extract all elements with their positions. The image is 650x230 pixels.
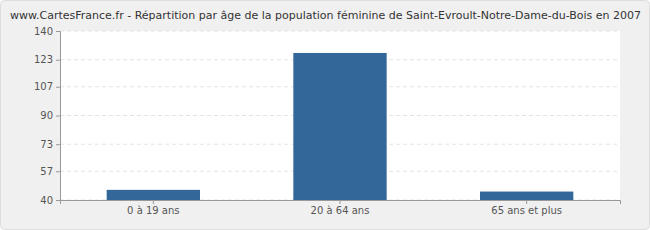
bar [107, 190, 200, 200]
background [1, 1, 650, 230]
chart: www.CartesFrance.fr - Répartition par âg… [0, 0, 650, 230]
x-tick-mark [153, 200, 154, 204]
y-tick-mark [56, 87, 60, 88]
y-tick-label: 90 [40, 110, 53, 121]
y-tick-label: 107 [34, 81, 53, 92]
x-axis-line [61, 201, 621, 205]
bars [107, 53, 574, 200]
y-tick-label: 140 [34, 26, 53, 37]
y-tick-mark [56, 116, 60, 117]
y-tick-mark [56, 60, 60, 61]
x-tick-label: 20 à 64 ans [311, 205, 370, 216]
y-tick: 107 [34, 81, 60, 92]
y-tick: 123 [34, 54, 60, 65]
title: www.CartesFrance.fr - Répartition par âg… [10, 9, 641, 22]
y-tick-mark [56, 200, 60, 201]
y-axis-line [56, 32, 61, 201]
x-axis: 0 à 19 ans 20 à 64 ans 65 ans et plus [61, 200, 621, 216]
bar [293, 53, 386, 200]
y-tick: 140 [34, 26, 60, 37]
y-tick-label: 57 [40, 166, 53, 177]
x-tick-mark [340, 200, 341, 204]
y-tick: 73 [40, 139, 60, 150]
y-tick: 40 [40, 195, 60, 206]
x-tick-label: 0 à 19 ans [127, 205, 179, 216]
y-tick: 57 [40, 166, 60, 177]
x-tick: 0 à 19 ans [127, 200, 179, 216]
grid-line [60, 31, 620, 32]
y-tick-label: 123 [34, 54, 53, 65]
grid [60, 31, 620, 200]
x-tick: 65 ans et plus [491, 200, 562, 216]
y-tick-mark [56, 171, 60, 172]
plot-area [60, 31, 620, 200]
y-tick-mark [56, 144, 60, 145]
y-tick-mark [56, 31, 60, 32]
x-tick: 20 à 64 ans [311, 200, 370, 216]
x-tick-mark [526, 200, 527, 204]
bar [480, 192, 573, 200]
y-axis: 40 57 73 90 107 123 140 [34, 26, 61, 206]
x-tick-label: 65 ans et plus [491, 205, 562, 216]
y-tick-label: 73 [40, 139, 53, 150]
y-tick: 90 [40, 110, 60, 121]
y-tick-label: 40 [40, 195, 53, 206]
